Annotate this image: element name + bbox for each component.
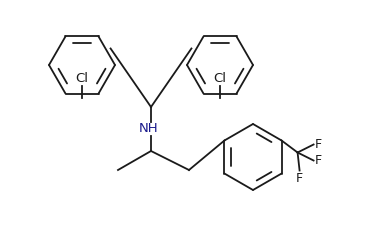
- Text: F: F: [296, 172, 303, 185]
- Text: Cl: Cl: [214, 72, 227, 85]
- Text: F: F: [315, 154, 322, 167]
- Text: NH: NH: [139, 122, 159, 136]
- Text: Cl: Cl: [76, 72, 88, 85]
- Text: F: F: [315, 138, 322, 151]
